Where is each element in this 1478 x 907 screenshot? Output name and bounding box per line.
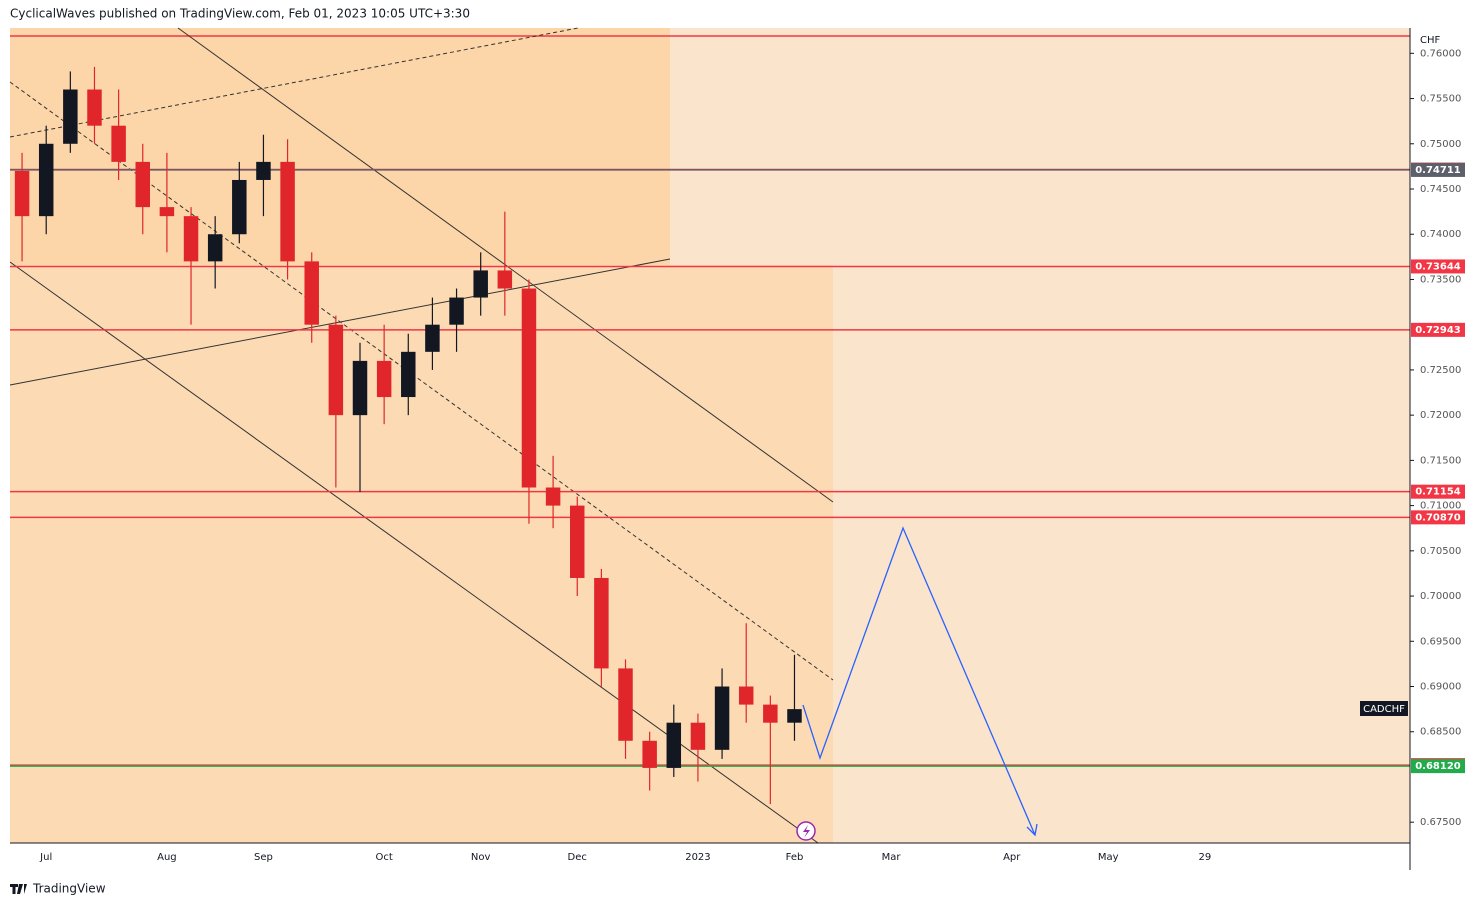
level-label: 0.72943: [1415, 325, 1461, 336]
candle-body: [449, 297, 464, 325]
level-label: 0.70870: [1415, 512, 1461, 523]
level-badge: [1411, 259, 1465, 274]
trend-line-dashed: [9, 27, 579, 138]
candle-body: [521, 288, 537, 488]
candle-body: [642, 740, 657, 768]
y-tick-label: 0.70500: [1420, 546, 1461, 557]
candle-body: [87, 89, 102, 126]
candle-body: [594, 577, 609, 669]
x-tick-label: 29: [1198, 852, 1211, 863]
level-label: 0.73644: [1415, 261, 1461, 272]
candle-body: [545, 487, 561, 506]
candles: [14, 66, 802, 805]
levels: 0.747150.747110.736440.729430.711540.708…: [10, 162, 1465, 774]
x-tick-label: Aug: [157, 852, 177, 863]
y-tick-label: 0.73500: [1420, 274, 1461, 285]
y-tick-label: 0.69000: [1420, 682, 1461, 693]
candle-body: [304, 261, 319, 325]
candle-body: [135, 161, 150, 208]
candle-body: [38, 143, 54, 217]
y-tick-label: 0.69500: [1420, 636, 1461, 647]
level-badge: [1411, 484, 1465, 499]
level-label: 0.74711: [1415, 165, 1461, 176]
candle-body: [159, 207, 175, 217]
y-tick-label: 0.74000: [1420, 229, 1461, 240]
x-tick-label: Nov: [471, 852, 491, 863]
candle-body: [111, 125, 126, 162]
candle-body: [618, 668, 633, 741]
y-tick-label: 0.68500: [1420, 727, 1461, 738]
event-icon-bolt: [803, 825, 810, 838]
y-tick-label: 0.71000: [1420, 501, 1461, 512]
x-tick-label: Dec: [568, 852, 587, 863]
projection-path: [802, 526, 1036, 836]
candle-body: [63, 89, 78, 144]
brand-name: TradingView: [32, 882, 106, 896]
header: CyclicalWaves published on TradingView.c…: [10, 7, 470, 21]
x-tick-label: Sep: [254, 852, 273, 863]
level-badge: [1411, 162, 1465, 177]
y-tick-label: 0.74500: [1420, 184, 1461, 195]
candle-body: [207, 234, 223, 262]
level-label: 0.68120: [1415, 761, 1461, 772]
y-tick-label: 0.70000: [1420, 591, 1461, 602]
candle-body: [763, 704, 778, 723]
candle-body: [376, 360, 392, 398]
x-tick-label: Mar: [882, 852, 902, 863]
candle-body: [473, 270, 488, 298]
x-tick-label: Jul: [39, 852, 52, 863]
level-label: 0.71154: [1415, 487, 1461, 498]
candle-body: [256, 161, 271, 180]
candle-body: [328, 324, 344, 416]
level-badge: [1411, 322, 1465, 337]
candle-body: [787, 709, 802, 723]
x-tick-label: May: [1098, 852, 1119, 863]
currency: CHF: [1420, 35, 1441, 46]
candle-body: [14, 170, 30, 217]
level-badge: [1411, 759, 1465, 774]
candle-body: [232, 179, 247, 235]
trend-line: [9, 258, 671, 386]
y-tick-label: 0.67500: [1420, 817, 1461, 828]
candle-body: [183, 216, 199, 262]
x-tick-label: 2023: [685, 852, 710, 863]
level-badge: [1411, 510, 1465, 525]
channel-upper: [177, 27, 834, 503]
y-tick-label: 0.72500: [1420, 365, 1461, 376]
zone-box: [10, 28, 670, 265]
candle-body: [280, 161, 295, 262]
candle-body: [690, 722, 706, 750]
candle-body: [738, 686, 754, 705]
y-tick-label: 0.75500: [1420, 94, 1461, 105]
symbol-badge: [1360, 701, 1408, 716]
projection-arrow: [1026, 823, 1038, 837]
candle-body: [401, 351, 416, 398]
candle-body: [570, 505, 585, 578]
candle-body: [714, 686, 730, 750]
symbol-label: CADCHF: [1363, 704, 1405, 715]
y-tick-label: 0.75000: [1420, 139, 1461, 150]
y-tick-label: 0.71500: [1420, 455, 1461, 466]
axes: 0.67500 0.68500 0.69000 0.69500 0.70000 0.705…: [39, 48, 1461, 863]
candle-body: [425, 324, 440, 352]
x-tick-label: Apr: [1003, 852, 1021, 863]
candle-body: [497, 270, 513, 289]
x-tick-label: Feb: [786, 852, 804, 863]
x-tick-label: Oct: [375, 852, 392, 863]
candle-body: [352, 360, 368, 416]
brand-logo: [10, 884, 27, 894]
candle-body: [666, 722, 682, 768]
y-tick-label: 0.72000: [1420, 410, 1461, 421]
zone-box: [10, 265, 833, 843]
y-tick-label: 0.76000: [1420, 48, 1461, 59]
